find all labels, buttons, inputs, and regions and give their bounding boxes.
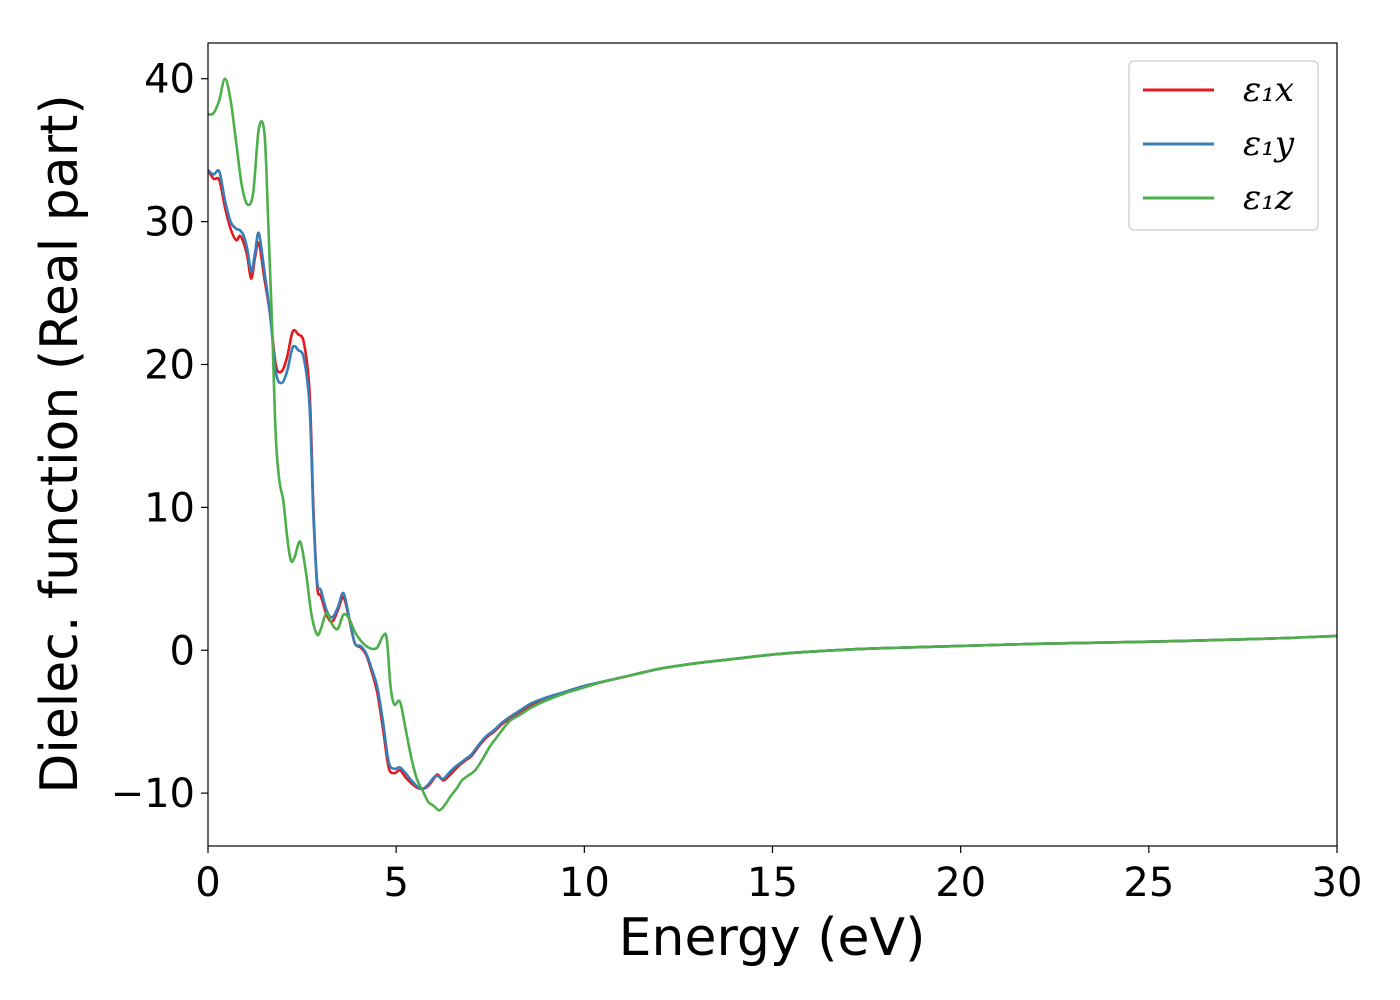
x-tick-label: 15: [747, 860, 798, 906]
x-tick-label: 25: [1123, 860, 1174, 906]
y-tick-label: 30: [144, 200, 195, 246]
legend-label-3: ε₁z: [1243, 178, 1294, 218]
y-tick-label: 0: [170, 628, 195, 674]
legend-frame: [1128, 60, 1319, 231]
y-axis-title: Dielec. function (Real part): [30, 94, 90, 793]
legend-label-2: ε₁y: [1243, 124, 1295, 164]
x-tick-label: 20: [935, 860, 986, 906]
x-axis: 0 5 10 15 20 25 30: [195, 846, 1362, 906]
series-line-3: [208, 77, 1337, 812]
y-tick-label: 40: [144, 57, 195, 103]
x-tick-label: 30: [1312, 860, 1363, 906]
y-tick-label: 10: [144, 485, 195, 531]
legend: ε₁x ε₁y ε₁z: [1128, 60, 1319, 231]
series-group: [208, 77, 1337, 812]
x-tick-label: 10: [559, 860, 610, 906]
x-tick-label: 0: [195, 860, 220, 906]
x-tick-label: 5: [383, 860, 408, 906]
y-tick-label: −10: [111, 771, 195, 817]
legend-label-1: ε₁x: [1243, 70, 1294, 110]
y-tick-label: 20: [144, 342, 195, 388]
series-line-1: [208, 168, 1337, 791]
x-axis-title: Energy (eV): [619, 908, 926, 968]
y-axis: −10 0 10 20 30 40: [111, 57, 208, 817]
